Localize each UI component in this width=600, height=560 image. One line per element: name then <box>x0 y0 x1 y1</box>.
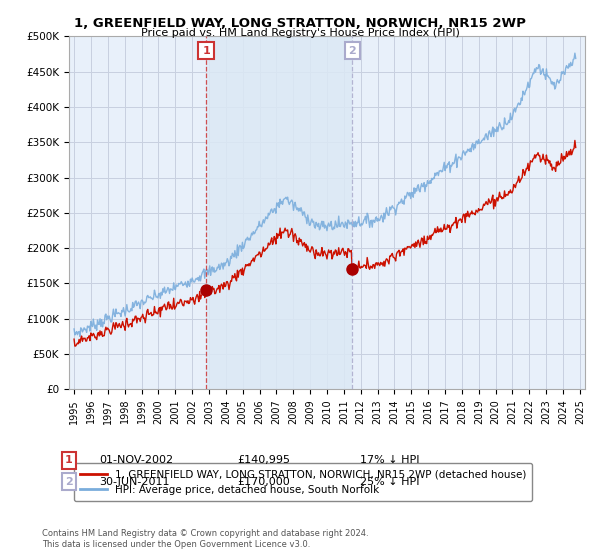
Text: 2: 2 <box>65 477 73 487</box>
Text: 17% ↓ HPI: 17% ↓ HPI <box>360 455 419 465</box>
Text: 2: 2 <box>349 45 356 55</box>
Text: 1, GREENFIELD WAY, LONG STRATTON, NORWICH, NR15 2WP: 1, GREENFIELD WAY, LONG STRATTON, NORWIC… <box>74 17 526 30</box>
Bar <box>206 36 352 389</box>
Text: 1: 1 <box>65 455 73 465</box>
Text: 01-NOV-2002: 01-NOV-2002 <box>99 455 173 465</box>
Text: 25% ↓ HPI: 25% ↓ HPI <box>360 477 419 487</box>
Text: £170,000: £170,000 <box>237 477 290 487</box>
Text: 1: 1 <box>202 45 210 55</box>
Text: 30-JUN-2011: 30-JUN-2011 <box>99 477 170 487</box>
Text: Price paid vs. HM Land Registry's House Price Index (HPI): Price paid vs. HM Land Registry's House … <box>140 28 460 38</box>
Legend: 1, GREENFIELD WAY, LONG STRATTON, NORWICH, NR15 2WP (detached house), HPI: Avera: 1, GREENFIELD WAY, LONG STRATTON, NORWIC… <box>74 463 532 501</box>
Text: £140,995: £140,995 <box>237 455 290 465</box>
Text: Contains HM Land Registry data © Crown copyright and database right 2024.
This d: Contains HM Land Registry data © Crown c… <box>42 529 368 549</box>
